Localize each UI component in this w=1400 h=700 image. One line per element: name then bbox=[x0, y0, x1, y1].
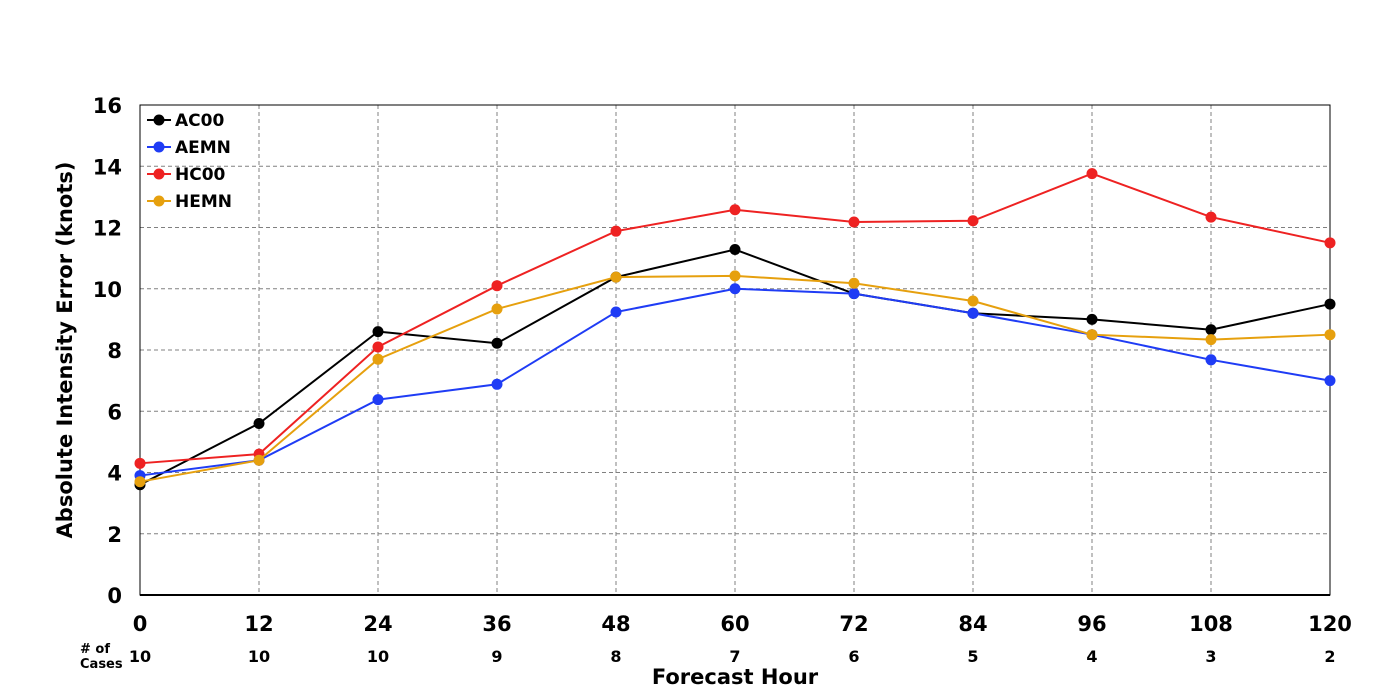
grid-lines bbox=[140, 105, 1330, 595]
data-point bbox=[253, 418, 265, 429]
y-tick-label: 4 bbox=[107, 462, 122, 486]
case-count-label: 5 bbox=[967, 647, 978, 666]
x-tick-label: 0 bbox=[133, 612, 148, 636]
legend-item-hc00: HC00 bbox=[147, 165, 226, 185]
cases-title-line-2: Cases bbox=[80, 657, 123, 672]
x-tick-label: 36 bbox=[482, 612, 511, 636]
data-point bbox=[372, 341, 384, 353]
data-point bbox=[1324, 298, 1336, 310]
y-tick-label: 14 bbox=[93, 155, 122, 179]
data-point bbox=[729, 204, 741, 216]
data-point bbox=[372, 326, 384, 338]
data-point bbox=[1205, 211, 1217, 223]
case-count-label: 8 bbox=[610, 647, 621, 666]
series-hc00 bbox=[134, 168, 1336, 469]
data-point bbox=[848, 277, 860, 289]
legend-marker bbox=[153, 195, 165, 207]
y-tick-label: 10 bbox=[93, 278, 122, 302]
data-point bbox=[610, 306, 622, 318]
case-count-label: 2 bbox=[1324, 647, 1335, 666]
legend: AC00 AEMN HC00 HEMN bbox=[147, 111, 232, 212]
data-point bbox=[967, 295, 979, 307]
cases-title-line-1: # of bbox=[80, 642, 110, 657]
x-tick-label: 120 bbox=[1308, 612, 1352, 636]
data-point bbox=[491, 303, 503, 315]
data-point bbox=[1324, 375, 1336, 387]
legend-item-aemn: AEMN bbox=[147, 138, 231, 158]
case-count-label: 10 bbox=[248, 647, 270, 666]
legend-marker bbox=[153, 141, 165, 153]
x-tick-label: 12 bbox=[244, 612, 273, 636]
y-tick-label: 8 bbox=[107, 339, 122, 363]
x-tick-label: 72 bbox=[839, 612, 868, 636]
data-point bbox=[729, 244, 741, 256]
legend-label: HC00 bbox=[175, 165, 226, 185]
data-point bbox=[253, 454, 265, 466]
data-point bbox=[491, 337, 503, 349]
y-tick-label: 2 bbox=[107, 523, 122, 547]
data-point bbox=[1205, 324, 1217, 336]
y-tick-label: 16 bbox=[93, 94, 122, 118]
x-tick-label: 48 bbox=[601, 612, 630, 636]
x-tick-label: 96 bbox=[1077, 612, 1106, 636]
data-point bbox=[1086, 313, 1098, 325]
legend-item-ac00: AC00 bbox=[147, 111, 224, 131]
data-point bbox=[848, 288, 860, 300]
data-point bbox=[491, 280, 503, 292]
case-count-label: 6 bbox=[848, 647, 859, 666]
case-count-label: 10 bbox=[367, 647, 389, 666]
case-count-label: 4 bbox=[1086, 647, 1097, 666]
series-group bbox=[134, 168, 1336, 491]
data-point bbox=[729, 270, 741, 282]
case-count-label: 9 bbox=[491, 647, 502, 666]
legend-marker bbox=[153, 114, 165, 126]
data-point bbox=[1086, 329, 1098, 341]
y-tick-label: 0 bbox=[107, 584, 122, 608]
case-count-label: 3 bbox=[1205, 647, 1216, 666]
data-point bbox=[967, 307, 979, 319]
series-hemn bbox=[134, 270, 1336, 488]
x-axis-title: Forecast Hour bbox=[652, 665, 819, 689]
data-point bbox=[1324, 237, 1336, 249]
legend-label: HEMN bbox=[175, 192, 232, 212]
x-tick-label: 84 bbox=[958, 612, 987, 636]
data-point bbox=[372, 353, 384, 365]
legend-label: AC00 bbox=[175, 111, 224, 131]
data-point bbox=[134, 457, 146, 469]
data-point bbox=[134, 476, 146, 488]
data-point bbox=[610, 271, 622, 283]
data-point bbox=[610, 225, 622, 237]
data-point bbox=[967, 215, 979, 227]
data-point bbox=[1205, 354, 1217, 366]
data-point bbox=[491, 378, 503, 390]
x-tick-label: 24 bbox=[363, 612, 392, 636]
data-point bbox=[1324, 329, 1336, 341]
x-axis-ticks: 0 12 24 36 48 60 72 84 96 108 120 bbox=[133, 612, 1352, 636]
legend-label: AEMN bbox=[175, 138, 231, 158]
data-point bbox=[372, 394, 384, 406]
y-axis-ticks: 0 2 4 6 8 10 12 14 16 bbox=[93, 94, 122, 608]
data-point bbox=[1205, 334, 1217, 346]
x-tick-label: 108 bbox=[1189, 612, 1233, 636]
y-axis-title: Absolute Intensity Error (knots) bbox=[53, 162, 77, 539]
legend-marker bbox=[153, 168, 165, 180]
y-tick-label: 6 bbox=[107, 400, 122, 424]
legend-item-hemn: HEMN bbox=[147, 192, 232, 212]
data-point bbox=[1086, 168, 1098, 180]
y-tick-label: 12 bbox=[93, 217, 122, 241]
case-count-label: 10 bbox=[129, 647, 151, 666]
x-tick-label: 60 bbox=[720, 612, 749, 636]
case-count-row: 10 10 10 9 8 7 6 5 4 3 2 bbox=[129, 647, 1336, 666]
case-count-label: 7 bbox=[729, 647, 740, 666]
data-point bbox=[848, 216, 860, 228]
data-point bbox=[729, 283, 741, 295]
